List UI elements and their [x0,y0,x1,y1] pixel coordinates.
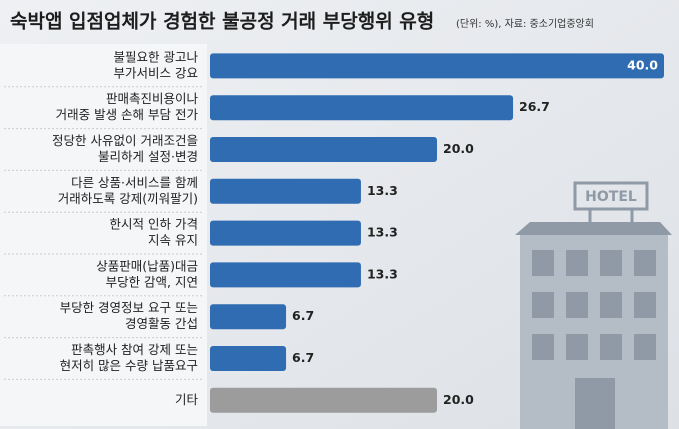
bar [210,262,361,288]
value-label: 13.3 [367,266,398,281]
category-label: 정당한 사유없이 거래조건을 [52,133,198,148]
bar [210,178,361,204]
category-label: 판촉행사 참여 강제 또는 [71,342,198,357]
bar [210,387,437,413]
chart-title: 숙박앱 입점업체가 경험한 불공정 거래 부당행위 유형 [10,11,434,33]
hotel-illustration: HOTEL [515,181,672,429]
category-label: 경영활동 간섭 [125,316,198,331]
category-label: 한시적 인하 가격 [110,217,198,232]
category-label: 상품판매(납품)대금 [96,258,198,273]
value-label: 6.7 [292,350,314,365]
value-label: 40.0 [627,57,658,72]
category-label: 부당한 감액, 지연 [106,274,198,289]
category-label: 거래중 발생 손해 부담 전가 [56,107,199,122]
category-label: 현저히 많은 수량 납품요구 [60,358,198,373]
value-label: 20.0 [443,141,474,156]
value-label: 13.3 [367,225,398,240]
category-label: 지속 유지 [148,233,198,248]
category-label: 판매촉진비용이나 [106,91,199,106]
bar [210,137,437,162]
chart-subtitle: (단위: %), 자료: 중소기업중앙회 [456,17,594,30]
category-label: 부당한 경영정보 요구 또는 [60,300,198,315]
bar [210,95,514,121]
category-label: 부가서비스 강요 [114,65,198,80]
value-label: 13.3 [367,183,398,198]
category-label: 불리하게 설정·변경 [98,149,198,164]
hotel-sign: HOTEL [585,189,637,205]
category-label: 거래하도록 강제(끼워팔기) [58,191,198,206]
label-panel [0,44,207,426]
bar [210,346,287,371]
category-label: 다른 상품·서비스를 함께 [71,175,198,190]
value-label: 26.7 [519,99,550,114]
bar [210,53,664,79]
value-label: 20.0 [443,392,474,407]
bar [210,304,287,330]
bar [210,220,361,246]
category-label: 기타 [175,392,199,407]
value-label: 6.7 [292,308,314,323]
category-label: 불필요한 광고나 [114,49,199,64]
